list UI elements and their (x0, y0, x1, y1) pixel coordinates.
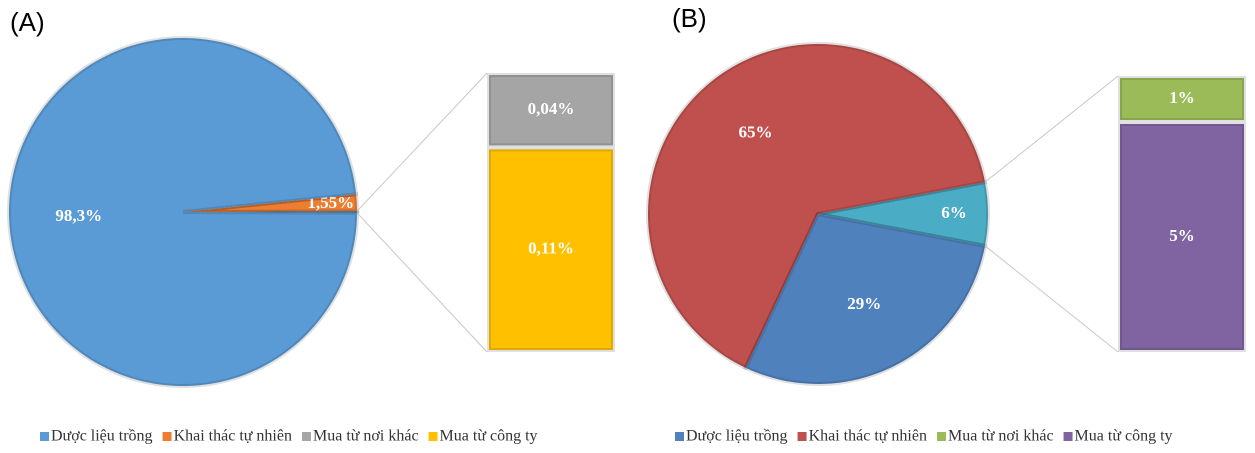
data-label: 29% (847, 294, 881, 313)
pie-slice-other (182, 209, 359, 215)
data-label: 0,11% (528, 239, 574, 258)
data-label: 1% (1169, 88, 1195, 107)
data-label: 65% (738, 122, 772, 141)
legend-label: Mua từ công ty (440, 428, 538, 445)
data-label: 0,04% (528, 99, 575, 118)
legend-label: Dược liệu trồng (51, 428, 153, 445)
data-label: 98,3% (55, 206, 102, 225)
connector (984, 245, 1119, 353)
connector (984, 75, 1119, 183)
bar-segment (487, 73, 615, 148)
chart-label: (B) (672, 3, 707, 33)
legend-swatch (936, 432, 946, 441)
legend-swatch (428, 432, 438, 441)
legend-swatch (301, 432, 311, 441)
legend-swatch (797, 432, 807, 441)
bar-segment (487, 147, 615, 352)
data-label: 6% (941, 203, 967, 222)
legend-label: Khai thác tự nhiên (809, 428, 927, 445)
legend-label: Mua từ nơi khác (948, 428, 1054, 445)
legend-label: Mua từ công ty (1075, 428, 1173, 445)
legend-swatch (162, 432, 172, 441)
bar-segment (1118, 122, 1246, 352)
chart-label: (A) (10, 7, 45, 37)
legend-swatch (40, 432, 49, 441)
pie-slice-other (817, 179, 990, 249)
pie-slice (7, 36, 360, 388)
legend-label: Mua từ nơi khác (313, 428, 419, 445)
data-label: 5% (1169, 226, 1195, 245)
bar-segment (1118, 76, 1246, 122)
pie-slice (646, 42, 988, 371)
legend-label: Khai thác tự nhiên (174, 428, 292, 445)
pie-slice (742, 211, 988, 386)
legend-label: Dược liệu trồng (686, 428, 788, 445)
legend-swatch (1063, 432, 1073, 441)
connector (356, 72, 488, 212)
connector (356, 212, 488, 353)
legend-swatch (675, 432, 684, 441)
